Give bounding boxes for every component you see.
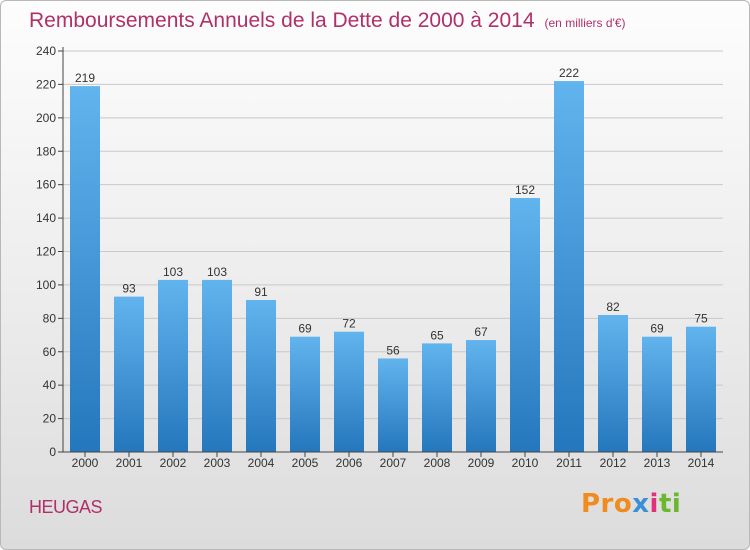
y-tick-label: 80 [43,311,57,325]
bar-value-label: 93 [122,282,136,296]
logo-part-4: ti [658,489,682,519]
x-tick-label: 2014 [688,456,715,470]
bar [510,198,540,452]
y-tick-label: 240 [36,44,56,58]
proxiti-logo: Proxiti [581,489,681,519]
bar [158,279,188,452]
x-tick-label: 2003 [204,456,231,470]
title-text: Remboursements Annuels de la Dette de 20… [29,9,535,32]
bar [554,81,584,452]
bar-value-label: 219 [75,71,95,85]
bar-value-label: 82 [606,300,620,314]
bar [466,340,496,452]
bar [378,358,408,452]
bar [290,336,320,452]
bar-value-label: 152 [515,183,535,197]
bar-value-label: 103 [207,265,227,279]
x-tick-label: 2009 [468,456,495,470]
y-tick-label: 40 [43,378,57,392]
subtitle-text: (en milliers d'€) [544,16,626,30]
y-tick-label: 140 [36,211,56,225]
logo-part-3: i [649,489,659,519]
x-tick-label: 2006 [336,456,363,470]
y-tick-label: 0 [49,445,56,459]
bar [114,296,144,452]
bar-value-label: 67 [474,325,488,339]
chart-title: Remboursements Annuels de la Dette de 20… [29,9,626,33]
bar-value-label: 75 [694,312,708,326]
bar [334,331,364,452]
bar-value-label: 222 [559,66,579,80]
x-tick-label: 2008 [424,456,451,470]
logo-part-1: Pro [581,489,633,519]
bar-value-label: 103 [163,265,183,279]
bar-value-label: 65 [430,328,444,342]
commune-name: HEUGAS [29,497,103,517]
bar [202,279,232,452]
y-tick-label: 220 [36,77,56,91]
x-tick-label: 2005 [292,456,319,470]
bar-value-label: 56 [386,343,400,357]
x-tick-label: 2011 [556,456,582,470]
bar-value-label: 69 [298,322,312,336]
bar [642,336,672,452]
y-tick-label: 180 [36,144,56,158]
bar-value-label: 91 [254,285,268,299]
bar [246,299,276,452]
bar [422,343,452,452]
x-tick-label: 2000 [72,456,99,470]
bar [70,86,100,453]
y-tick-label: 160 [36,178,56,192]
x-tick-label: 2010 [512,456,539,470]
x-tick-label: 2007 [380,456,407,470]
y-tick-label: 200 [36,111,56,125]
x-tick-label: 2004 [248,456,275,470]
x-tick-label: 2012 [600,456,627,470]
y-tick-label: 120 [36,245,56,259]
x-tick-label: 2001 [116,456,143,470]
x-tick-label: 2013 [644,456,671,470]
x-tick-label: 2002 [160,456,187,470]
bar [686,326,716,452]
bar-value-label: 69 [650,322,664,336]
logo-part-2: x [632,489,650,519]
y-tick-label: 60 [43,345,57,359]
bar-value-label: 72 [342,317,356,331]
bar [598,314,628,452]
y-tick-label: 100 [36,278,56,292]
y-tick-label: 20 [43,412,57,426]
